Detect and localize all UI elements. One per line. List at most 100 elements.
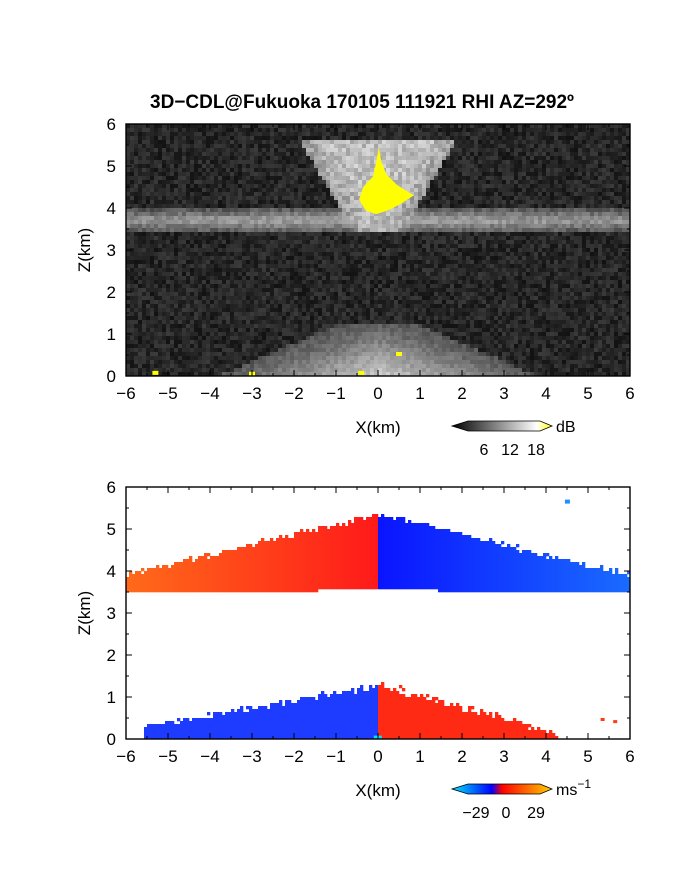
reflectivity-cell: [126, 204, 131, 209]
reflectivity-cell: [146, 232, 151, 237]
reflectivity-cell: [514, 232, 519, 237]
reflectivity-cell: [570, 132, 575, 137]
reflectivity-cell: [610, 168, 615, 173]
reflectivity-cell: [326, 232, 331, 237]
reflectivity-cell: [598, 240, 603, 245]
reflectivity-cell: [406, 232, 411, 237]
reflectivity-cell: [486, 180, 491, 185]
reflectivity-cell: [382, 276, 387, 281]
reflectivity-cell: [354, 232, 359, 237]
reflectivity-cell: [266, 264, 271, 269]
reflectivity-cell: [162, 132, 167, 137]
reflectivity-cell: [606, 252, 611, 257]
reflectivity-cell: [542, 256, 547, 261]
reflectivity-cell: [614, 124, 619, 129]
reflectivity-cell: [594, 148, 599, 153]
reflectivity-cell: [278, 268, 283, 273]
reflectivity-cell: [350, 164, 355, 169]
reflectivity-cell: [510, 196, 515, 201]
reflectivity-cell: [250, 128, 255, 133]
reflectivity-cell: [494, 132, 499, 137]
reflectivity-cell: [494, 216, 499, 221]
reflectivity-cell: [578, 256, 583, 261]
reflectivity-cell: [334, 148, 339, 153]
reflectivity-cell: [178, 212, 183, 217]
reflectivity-cell: [174, 152, 179, 157]
reflectivity-cell: [146, 256, 151, 261]
reflectivity-cell: [254, 200, 259, 205]
reflectivity-cell: [294, 140, 299, 145]
reflectivity-cell: [554, 192, 559, 197]
reflectivity-cell: [590, 252, 595, 257]
reflectivity-cell: [258, 224, 263, 229]
reflectivity-cell: [574, 192, 579, 197]
reflectivity-cell: [382, 152, 387, 157]
reflectivity-cell: [374, 256, 379, 261]
reflectivity-cell: [446, 244, 451, 249]
reflectivity-cell: [430, 208, 435, 213]
reflectivity-cell: [198, 244, 203, 249]
reflectivity-cell: [386, 280, 391, 285]
reflectivity-cell: [282, 188, 287, 193]
reflectivity-cell: [550, 176, 555, 181]
reflectivity-cell: [290, 140, 295, 145]
reflectivity-cell: [254, 224, 259, 229]
reflectivity-cell: [482, 124, 487, 129]
reflectivity-cell: [278, 168, 283, 173]
reflectivity-cell: [222, 132, 227, 137]
reflectivity-cell: [470, 168, 475, 173]
reflectivity-cell: [278, 216, 283, 221]
reflectivity-cell: [214, 268, 219, 273]
reflectivity-cell: [150, 216, 155, 221]
reflectivity-cell: [322, 168, 327, 173]
reflectivity-cell: [134, 192, 139, 197]
reflectivity-cell: [342, 256, 347, 261]
reflectivity-cell: [454, 240, 459, 245]
reflectivity-cell: [474, 248, 479, 253]
reflectivity-cell: [478, 264, 483, 269]
reflectivity-cell: [334, 204, 339, 209]
reflectivity-cell: [542, 184, 547, 189]
reflectivity-cell: [350, 256, 355, 261]
reflectivity-cell: [618, 152, 623, 157]
reflectivity-cell: [166, 160, 171, 165]
reflectivity-cell: [558, 148, 563, 153]
reflectivity-cell: [202, 212, 207, 217]
reflectivity-cell: [402, 252, 407, 257]
reflectivity-cell: [394, 236, 399, 241]
reflectivity-cell: [618, 176, 623, 181]
reflectivity-cell: [498, 260, 503, 265]
reflectivity-cell: [482, 196, 487, 201]
reflectivity-cell: [126, 200, 131, 205]
reflectivity-cell: [190, 276, 195, 281]
reflectivity-cell: [530, 244, 535, 249]
reflectivity-cell: [438, 164, 443, 169]
reflectivity-cell: [602, 268, 607, 273]
reflectivity-cell: [358, 124, 363, 129]
reflectivity-cell: [394, 136, 399, 141]
reflectivity-cell: [302, 168, 307, 173]
reflectivity-cell: [230, 228, 235, 233]
reflectivity-cell: [394, 164, 399, 169]
reflectivity-cell: [242, 200, 247, 205]
reflectivity-cell: [614, 200, 619, 205]
reflectivity-cell: [462, 204, 467, 209]
reflectivity-cell: [254, 232, 259, 237]
reflectivity-cell: [610, 160, 615, 165]
reflectivity-cell: [150, 176, 155, 181]
reflectivity-cell: [342, 132, 347, 137]
reflectivity-cell: [258, 252, 263, 257]
reflectivity-cell: [430, 200, 435, 205]
reflectivity-cell: [346, 160, 351, 165]
reflectivity-cell: [226, 196, 231, 201]
reflectivity-cell: [190, 212, 195, 217]
reflectivity-cell: [546, 260, 551, 265]
reflectivity-cell: [210, 228, 215, 233]
reflectivity-cell: [278, 256, 283, 261]
reflectivity-cell: [526, 156, 531, 161]
reflectivity-cell: [454, 208, 459, 213]
reflectivity-cell: [266, 196, 271, 201]
reflectivity-cell: [606, 180, 611, 185]
reflectivity-cell: [494, 156, 499, 161]
reflectivity-cell: [442, 188, 447, 193]
